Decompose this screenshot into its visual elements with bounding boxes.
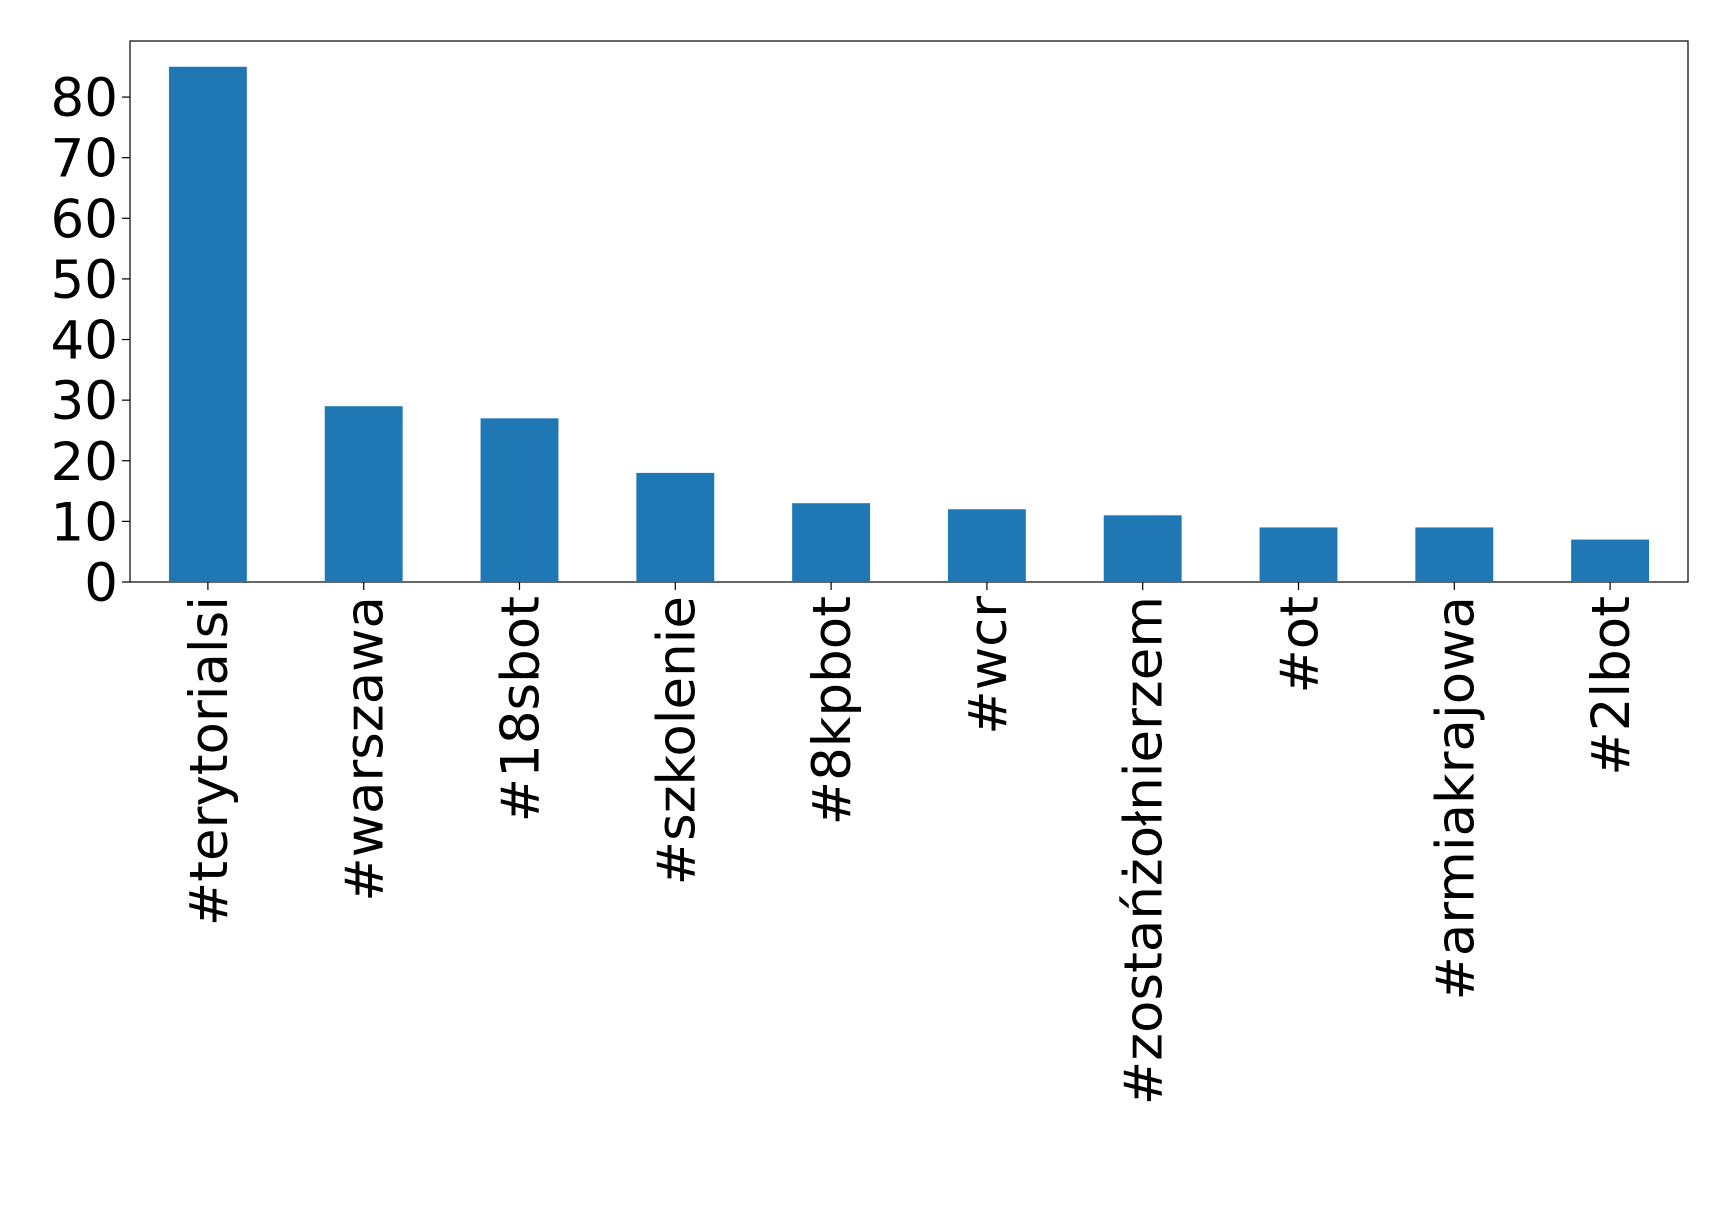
y-tick-label: 30 — [51, 371, 118, 432]
bar — [1571, 539, 1650, 582]
y-tick-label: 20 — [51, 432, 118, 493]
y-tick-label: 0 — [84, 553, 118, 614]
x-tick-label: #warszawa — [335, 596, 396, 902]
x-tick-label: #18sbot — [491, 596, 552, 822]
bar — [636, 472, 715, 582]
x-tick-label: #ot — [1270, 596, 1331, 694]
bar — [324, 406, 403, 582]
bar — [947, 509, 1026, 582]
x-tick-label: #armiakrajowa — [1425, 596, 1486, 1001]
y-tick-label: 80 — [51, 68, 118, 129]
x-tick-label: #terytorialsi — [179, 596, 240, 926]
y-tick-label: 10 — [51, 492, 118, 553]
bar — [1259, 527, 1338, 582]
x-tick-label: #2lbot — [1581, 596, 1642, 776]
x-tick-label: #8kpbot — [802, 596, 863, 825]
x-tick-label: #szkolenie — [646, 596, 707, 885]
bar — [1415, 527, 1494, 582]
x-tick-label: #zostańżołnierzem — [1114, 596, 1175, 1105]
y-tick-label: 70 — [51, 129, 118, 190]
x-tick-label: #wcr — [958, 596, 1019, 735]
bar — [168, 66, 247, 582]
bar — [1103, 515, 1182, 582]
y-tick-label: 60 — [51, 189, 118, 250]
plot-frame — [129, 40, 1689, 583]
y-tick-label: 40 — [51, 311, 118, 372]
bar — [792, 503, 871, 582]
bar — [480, 418, 559, 582]
y-tick-label: 50 — [51, 250, 118, 311]
